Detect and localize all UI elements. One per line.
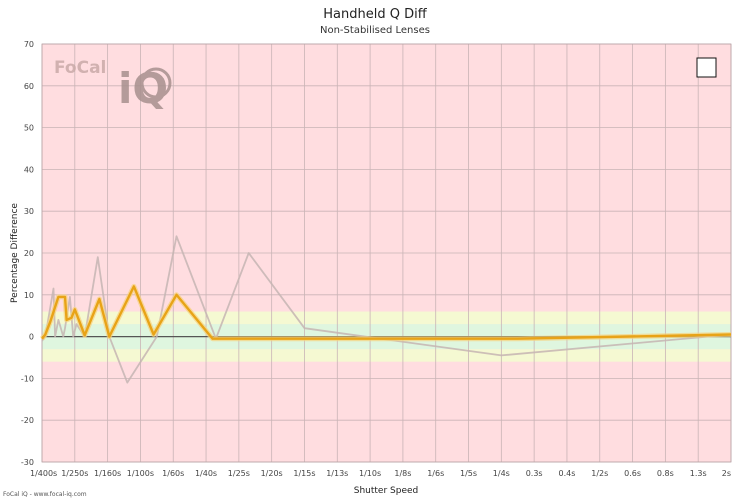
- y-tick-label: -30: [21, 458, 34, 467]
- x-tick-label: 0.4s: [559, 469, 576, 478]
- x-tick-label: 1/25s: [228, 469, 250, 478]
- y-tick-label: 60: [24, 82, 34, 91]
- x-tick-label: 1/10s: [359, 469, 381, 478]
- x-tick-label: 1/250s: [61, 469, 88, 478]
- x-axis-label: Shutter Speed: [354, 486, 419, 496]
- x-tick-label: 1/160s: [94, 469, 121, 478]
- y-tick-label: 50: [24, 124, 34, 133]
- y-tick-label: 0: [29, 333, 34, 342]
- x-tick-label: 1/2s: [591, 469, 608, 478]
- plot-border: [41, 43, 732, 463]
- x-tick-label: 1/13s: [326, 469, 348, 478]
- chart-subtitle: Non-Stabilised Lenses: [320, 25, 430, 36]
- x-tick-label: 1/5s: [460, 469, 477, 478]
- x-tick-label: 1/15s: [293, 469, 315, 478]
- y-tick-label: 40: [24, 165, 34, 174]
- x-tick-label: 1/20s: [261, 469, 283, 478]
- x-tick-label: 1/40s: [195, 469, 217, 478]
- x-tick-labels: 1/400s 1/250s 1/160s 1/100s 1/60s 1/40s 1/25s 1…: [30, 469, 731, 478]
- x-tick-label: 0.3s: [526, 469, 543, 478]
- legend-toggle-box[interactable]: [696, 57, 717, 78]
- x-tick-label: 1/8s: [394, 469, 411, 478]
- focal-iq-logo: FoCal iQ: [54, 58, 172, 113]
- x-tick-label: 1/100s: [127, 469, 154, 478]
- y-tick-label: -10: [21, 374, 34, 383]
- x-tick-label: 0.8s: [657, 469, 674, 478]
- series-group: [40, 235, 732, 384]
- x-tick-label: 2s: [722, 469, 731, 478]
- y-tick-label: 70: [24, 40, 34, 49]
- x-tick-label: 1/4s: [493, 469, 510, 478]
- band-0: [42, 349, 731, 362]
- x-tick-label: 1.3s: [690, 469, 707, 478]
- y-tick-label: -20: [21, 416, 34, 425]
- logo-lens-icon: [140, 67, 172, 99]
- y-axis-label: Percentage Difference: [10, 203, 20, 303]
- y-tick-labels: -30 -20 -10 0 10 20 30 40 50 60 70: [21, 40, 34, 467]
- y-tick-label: 20: [24, 249, 34, 258]
- y-tick-label: 10: [24, 291, 34, 300]
- series-line: [41, 285, 732, 340]
- logo-focal-text: FoCal: [54, 58, 106, 78]
- footer-credit: FoCal iQ - www.focal-iq.com: [3, 491, 87, 498]
- y-tick-label: 30: [24, 207, 34, 216]
- x-tick-label: 1/6s: [427, 469, 444, 478]
- x-tick-label: 1/400s: [30, 469, 57, 478]
- band-2: [42, 311, 731, 325]
- x-tick-label: 0.6s: [624, 469, 641, 478]
- chart-title: Handheld Q Diff: [323, 7, 427, 22]
- x-tick-label: 1/60s: [162, 469, 184, 478]
